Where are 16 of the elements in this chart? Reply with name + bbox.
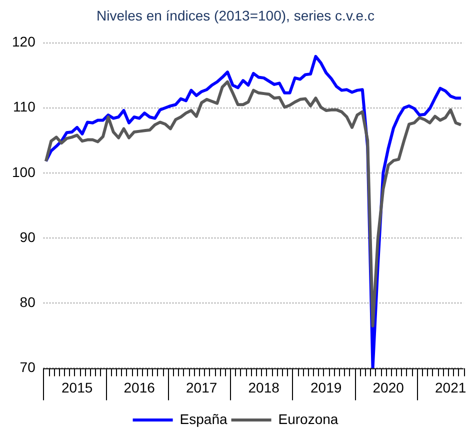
x-tick-label: 2019 [310, 379, 342, 396]
legend-label: España [180, 410, 228, 427]
y-tick-label: 80 [20, 294, 36, 310]
legend-label: Eurozona [278, 410, 338, 427]
x-tick-label: 2020 [372, 379, 404, 396]
x-tick-label: 2015 [62, 379, 93, 396]
y-tick-label: 70 [20, 359, 36, 376]
y-tick-label: 100 [12, 164, 36, 180]
x-tick-label: 2017 [186, 379, 218, 396]
chart-title: Niveles en índices (2013=100), series c.v.e.c [96, 7, 374, 24]
y-tick-label: 110 [13, 98, 36, 115]
x-tick-label: 2021 [435, 379, 466, 396]
x-tick-label: 2016 [124, 379, 156, 396]
y-tick-label: 120 [12, 34, 36, 50]
y-tick-label: 90 [20, 228, 36, 245]
x-tick-label: 2018 [248, 379, 280, 396]
